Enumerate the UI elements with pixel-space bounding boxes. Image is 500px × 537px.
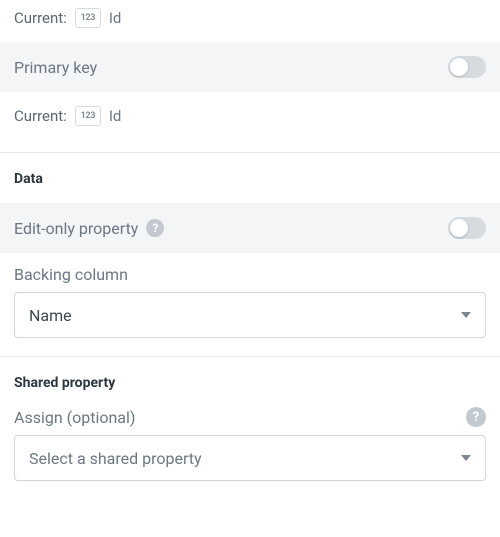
current-field-row: Current: 123 Id xyxy=(0,0,500,36)
assign-label-row: Assign (optional) ? xyxy=(0,401,500,435)
shared-property-select[interactable]: Select a shared property xyxy=(14,435,486,481)
edit-only-row: Edit-only property ? xyxy=(0,203,500,253)
assign-label: Assign (optional) xyxy=(14,408,135,427)
backing-column-select[interactable]: Name xyxy=(14,292,486,338)
backing-column-label: Backing column xyxy=(14,265,128,284)
current-label: Current: xyxy=(14,9,67,27)
primary-key-row: Primary key xyxy=(0,42,500,92)
data-section-title: Data xyxy=(0,153,500,197)
current-field-name: Id xyxy=(109,9,122,27)
help-icon[interactable]: ? xyxy=(466,407,486,427)
edit-only-label: Edit-only property xyxy=(14,219,138,238)
current-field-name: Id xyxy=(109,107,122,125)
primary-key-label: Primary key xyxy=(14,58,97,77)
backing-column-value: Name xyxy=(29,306,72,325)
current-label: Current: xyxy=(14,107,67,125)
chevron-down-icon xyxy=(461,455,471,461)
edit-only-toggle[interactable] xyxy=(448,217,486,239)
toggle-knob xyxy=(450,58,468,76)
shared-property-placeholder: Select a shared property xyxy=(29,449,202,468)
primary-key-toggle[interactable] xyxy=(448,56,486,78)
backing-column-label-row: Backing column xyxy=(0,259,500,292)
toggle-knob xyxy=(450,219,468,237)
help-icon[interactable]: ? xyxy=(146,219,164,237)
chevron-down-icon xyxy=(461,312,471,318)
number-type-icon: 123 xyxy=(75,106,101,126)
shared-section-title: Shared property xyxy=(0,357,500,401)
current-field-row: Current: 123 Id xyxy=(0,98,500,134)
number-type-icon: 123 xyxy=(75,8,101,28)
